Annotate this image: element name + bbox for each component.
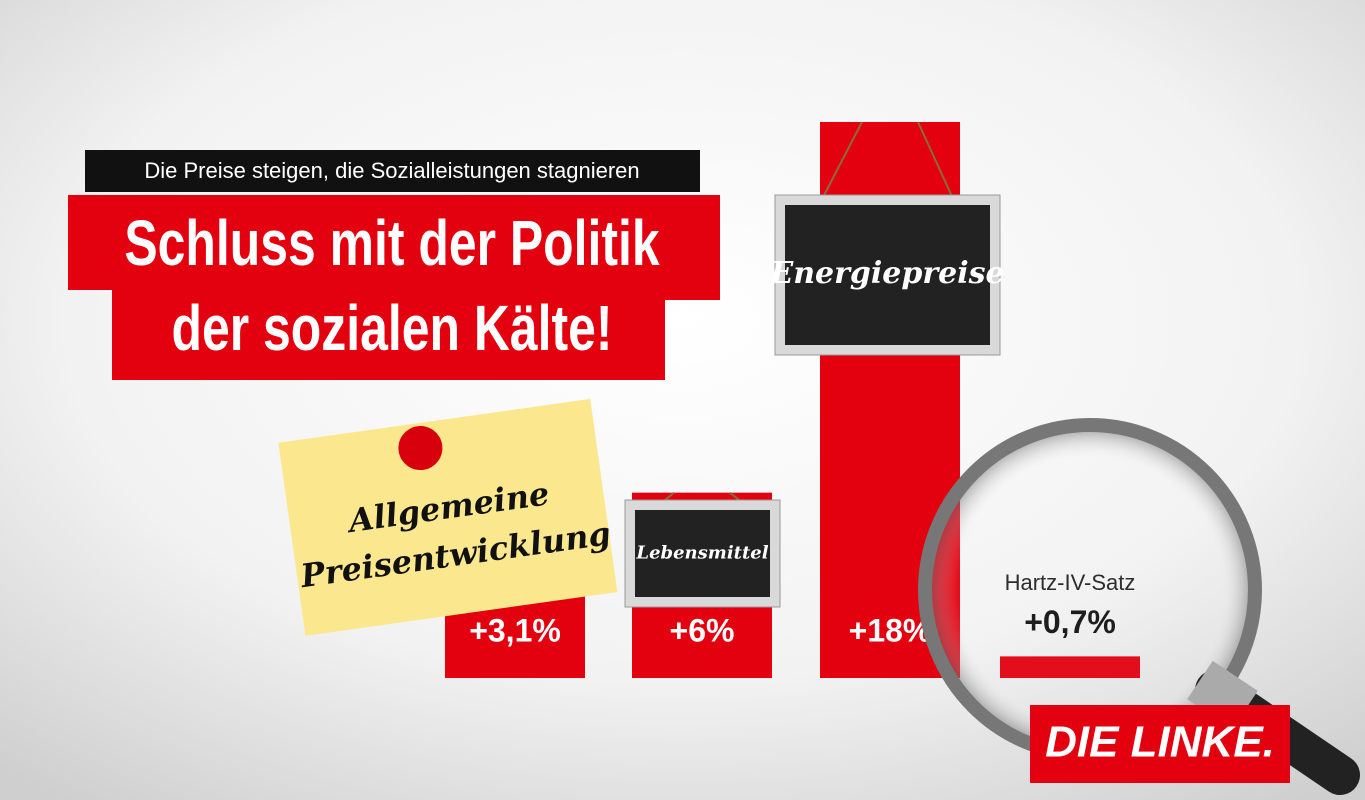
subtitle: Die Preise steigen, die Sozialleistungen… [144, 158, 639, 183]
chalkboard [635, 510, 770, 597]
chalkboard [785, 205, 990, 345]
title-line: der sozialen Kälte! [172, 293, 613, 364]
logo: DIE LINKE. [1045, 718, 1275, 767]
category-label: Energiepreise [769, 256, 1004, 291]
value-label: +3,1% [469, 612, 561, 648]
value-label: +18% [849, 612, 932, 648]
logo-box [1030, 705, 1290, 783]
pin [398, 426, 443, 471]
subtitle-box [85, 150, 700, 192]
title-line: Schluss mit der Politik [124, 208, 659, 279]
string [917, 121, 956, 204]
value-label: +6% [670, 612, 735, 648]
category-label: Lebensmittel [635, 543, 768, 564]
title-box [68, 195, 720, 380]
note-paper [278, 398, 618, 636]
string [819, 121, 863, 204]
